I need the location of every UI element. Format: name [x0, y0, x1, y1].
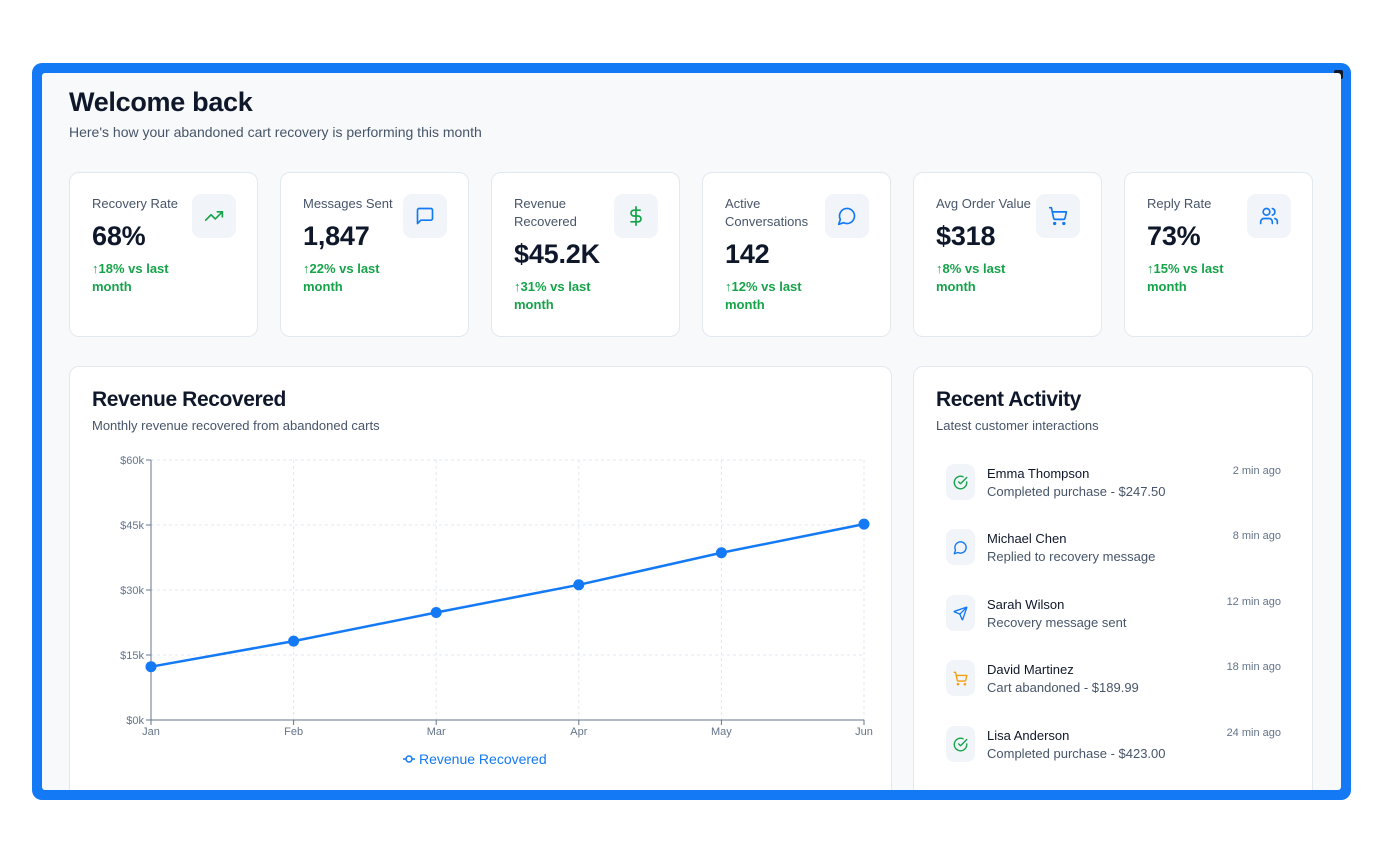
- legend-marker-dot: [405, 755, 413, 763]
- y-tick-label: $0k: [126, 715, 144, 727]
- stat-label: Avg Order Value: [936, 196, 1031, 211]
- page-subtitle: Here's how your abandoned cart recovery …: [69, 124, 482, 140]
- users-icon: [1247, 194, 1291, 238]
- activity-description: Recovery message sent: [987, 615, 1127, 630]
- stat-value: $318: [936, 221, 996, 251]
- x-tick-label: Jun: [855, 726, 873, 738]
- panel-title: Recent Activity: [936, 388, 1081, 411]
- activity-description: Completed purchase - $247.50: [987, 484, 1166, 499]
- activity-time: 2 min ago: [1232, 465, 1281, 477]
- stat-card-reply-rate: Reply Rate 73% ↑15% vs last month: [1124, 172, 1313, 337]
- activity-item[interactable]: Lisa Anderson Completed purchase - $423.…: [936, 726, 1281, 776]
- stat-value: $45.2K: [514, 239, 600, 269]
- x-tick-label: Apr: [570, 726, 587, 738]
- data-point: [858, 518, 870, 530]
- legend-label: Revenue Recovered: [419, 751, 547, 767]
- data-point: [145, 661, 157, 673]
- stat-card-recovery-rate: Recovery Rate 68% ↑18% vs last month: [69, 172, 258, 337]
- activity-time: 18 min ago: [1226, 661, 1281, 673]
- stat-card-active-conversations: Active Conversations 142 ↑12% vs last mo…: [702, 172, 891, 337]
- message-circle-icon: [946, 529, 975, 565]
- check-circle-icon: [946, 464, 975, 500]
- y-tick-label: $60k: [120, 455, 144, 467]
- stat-change: ↑8% vs last month: [936, 261, 1006, 294]
- recent-activity-panel: Recent Activity Latest customer interact…: [913, 366, 1313, 790]
- stat-card-revenue-recovered: Revenue Recovered $45.2K ↑31% vs last mo…: [491, 172, 680, 337]
- activity-item[interactable]: David Martinez Cart abandoned - $189.99 …: [936, 660, 1281, 710]
- page-title: Welcome back: [69, 87, 253, 117]
- y-tick-label: $30k: [120, 585, 144, 597]
- trending-up-icon: [192, 194, 236, 238]
- stat-value: 1,847: [303, 221, 370, 251]
- activity-time: 24 min ago: [1226, 727, 1281, 739]
- stat-label: Revenue Recovered: [514, 196, 577, 229]
- send-icon: [946, 595, 975, 631]
- y-tick-label: $15k: [120, 650, 144, 662]
- activity-name: David Martinez: [987, 662, 1074, 677]
- shopping-cart-icon: [1036, 194, 1080, 238]
- stat-value: 68%: [92, 221, 146, 251]
- stat-card-avg-order-value: Avg Order Value $318 ↑8% vs last month: [913, 172, 1102, 337]
- activity-item[interactable]: Sarah Wilson Recovery message sent 12 mi…: [936, 595, 1281, 645]
- stat-value: 142: [725, 239, 770, 269]
- data-point: [430, 607, 442, 619]
- stat-change: ↑22% vs last month: [303, 261, 380, 294]
- activity-item[interactable]: Emma Thompson Completed purchase - $247.…: [936, 464, 1281, 514]
- x-tick-label: May: [711, 726, 732, 738]
- stat-change: ↑12% vs last month: [725, 279, 802, 312]
- stat-label: Messages Sent: [303, 196, 393, 211]
- shopping-cart-icon: [946, 660, 975, 696]
- stat-label: Active Conversations: [725, 196, 809, 229]
- check-circle-icon: [946, 726, 975, 762]
- stat-change: ↑15% vs last month: [1147, 261, 1224, 294]
- activity-time: 12 min ago: [1226, 596, 1281, 608]
- stat-label: Recovery Rate: [92, 196, 178, 211]
- panel-title: Revenue Recovered: [92, 388, 286, 411]
- stat-card-messages-sent: Messages Sent 1,847 ↑22% vs last month: [280, 172, 469, 337]
- data-point: [715, 547, 727, 559]
- x-tick-label: Jan: [142, 726, 160, 738]
- stat-change: ↑31% vs last month: [514, 279, 591, 312]
- stat-change: ↑18% vs last month: [92, 261, 169, 294]
- activity-name: Emma Thompson: [987, 466, 1090, 481]
- series-line: [150, 522, 865, 668]
- data-point: [573, 579, 585, 591]
- revenue-chart-panel: Revenue Recovered Monthly revenue recove…: [69, 366, 892, 790]
- activity-name: Michael Chen: [987, 531, 1067, 546]
- activity-item[interactable]: Michael Chen Replied to recovery message…: [936, 529, 1281, 579]
- activity-description: Completed purchase - $423.00: [987, 746, 1166, 761]
- activity-description: Replied to recovery message: [987, 549, 1156, 564]
- activity-name: Sarah Wilson: [987, 597, 1065, 612]
- message-circle-icon: [825, 194, 869, 238]
- stat-label: Reply Rate: [1147, 196, 1212, 211]
- panel-subtitle: Latest customer interactions: [936, 418, 1099, 433]
- y-tick-label: $45k: [120, 520, 144, 532]
- activity-name: Lisa Anderson: [987, 728, 1070, 743]
- dashboard: Welcome back Here's how your abandoned c…: [42, 73, 1341, 790]
- dollar-sign-icon: [614, 194, 658, 238]
- revenue-line-chart: $0k $15k $30k $45k $60k Jan Feb Mar Apr May Jun Rev…: [120, 455, 873, 767]
- data-point: [288, 635, 300, 647]
- x-tick-label: Feb: [284, 726, 303, 738]
- activity-description: Cart abandoned - $189.99: [987, 680, 1139, 695]
- x-tick-label: Mar: [427, 726, 446, 738]
- panel-subtitle: Monthly revenue recovered from abandoned…: [92, 418, 380, 433]
- stat-value: 73%: [1147, 221, 1201, 251]
- activity-time: 8 min ago: [1232, 530, 1281, 542]
- message-square-icon: [403, 194, 447, 238]
